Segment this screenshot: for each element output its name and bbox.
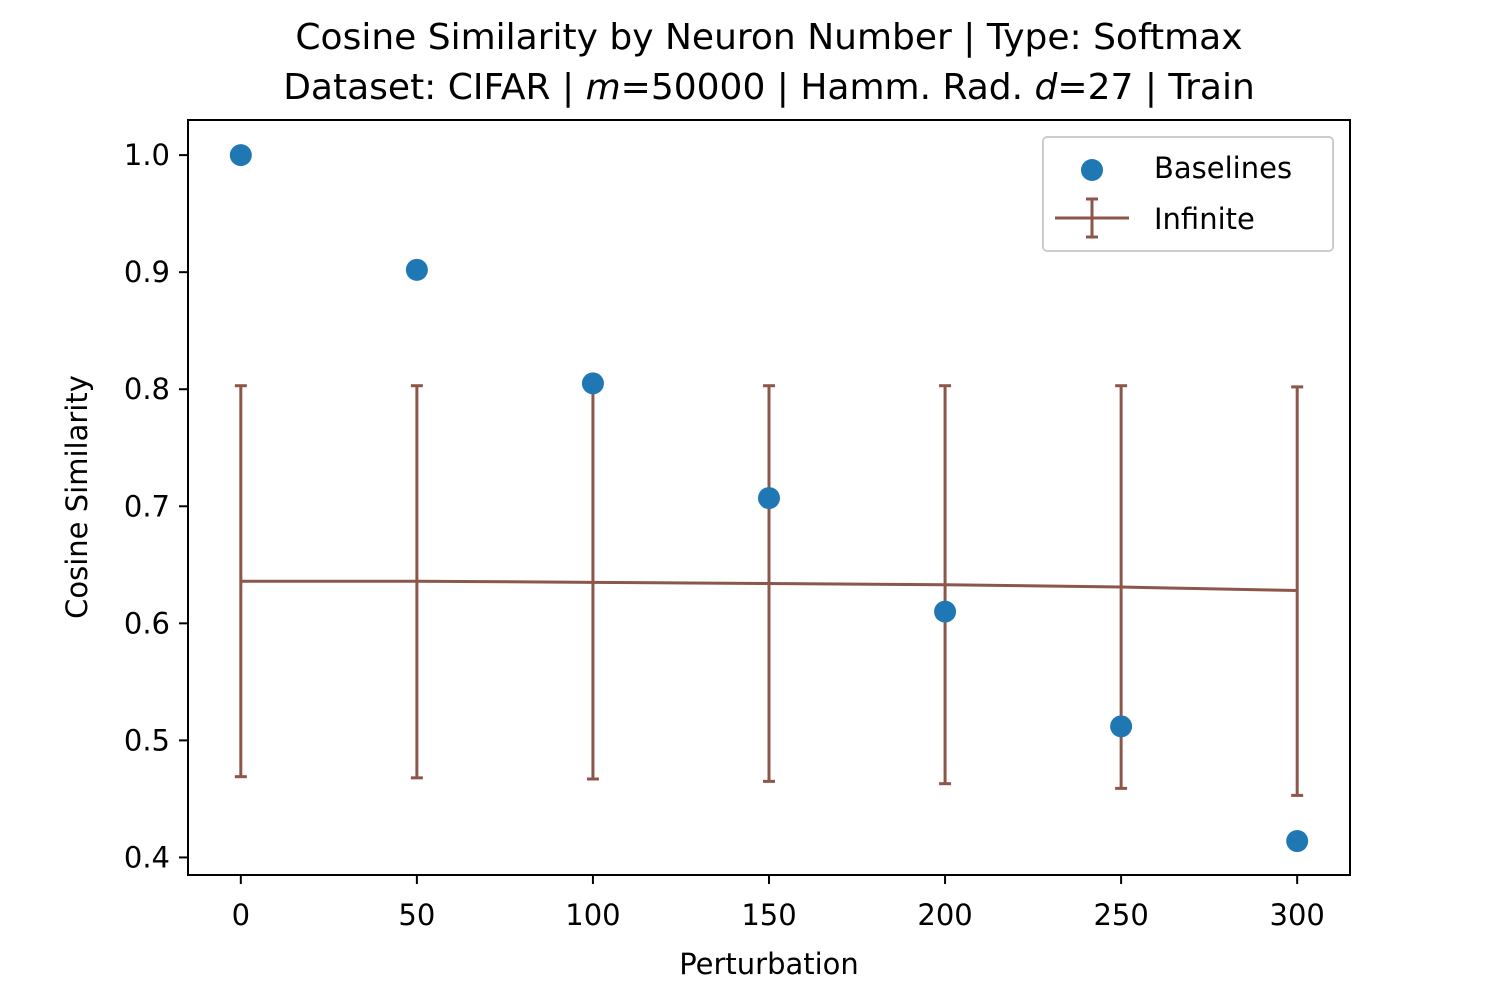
legend-frame (1042, 136, 1334, 252)
x-tick-label: 150 (741, 898, 796, 932)
y-tick-label: 0.6 (124, 606, 170, 640)
baseline-point (934, 600, 957, 623)
baseline-point (1110, 715, 1133, 738)
y-tick-label: 1.0 (124, 138, 170, 172)
axes-frame (187, 119, 1351, 876)
title-part-radius: =50000 | Hamm. Rad. (621, 67, 1035, 108)
title-part-d: d (1035, 67, 1059, 108)
title-part-m: m (586, 67, 621, 108)
x-tick-label: 200 (917, 898, 972, 932)
baseline-point (405, 258, 428, 281)
y-tick-label: 0.4 (124, 840, 170, 874)
x-axis-label: Perturbation (679, 947, 859, 981)
x-tick-label: 50 (398, 898, 435, 932)
legend-label-baselines: Baselines (1154, 151, 1292, 185)
title-part-train: =27 | Train (1057, 67, 1254, 108)
x-tick-label: 250 (1093, 898, 1148, 932)
y-tick-label: 0.7 (124, 489, 170, 523)
legend: Baselines Infinite (1042, 136, 1334, 252)
y-tick-label: 0.8 (124, 372, 170, 406)
chart-title-line-1: Cosine Similarity by Neuron Number | Typ… (295, 17, 1242, 58)
x-tick-label: 300 (1270, 898, 1325, 932)
baseline-point (758, 487, 780, 510)
baseline-point (229, 144, 252, 167)
x-tick-label: 0 (232, 898, 250, 932)
legend-marker-baselines (1081, 159, 1103, 181)
y-axis-label: Cosine Similarity (60, 375, 94, 619)
baseline-point (1286, 830, 1309, 853)
y-tick-label: 0.5 (124, 723, 170, 757)
legend-label-infinite: Infinite (1154, 202, 1255, 236)
x-tick-label: 100 (565, 898, 620, 932)
title-part-dataset: Dataset: CIFAR | (283, 67, 585, 108)
chart-title-line-2: Dataset: CIFAR | m=50000 | Hamm. Rad. d=… (283, 67, 1255, 108)
baseline-point (581, 372, 604, 395)
y-tick-label: 0.9 (124, 255, 170, 289)
plot-area: 0 50 100 150 200 250 300 0.4 0.5 0.6 0.7 0.8 0.9 1.0 (124, 119, 1351, 932)
